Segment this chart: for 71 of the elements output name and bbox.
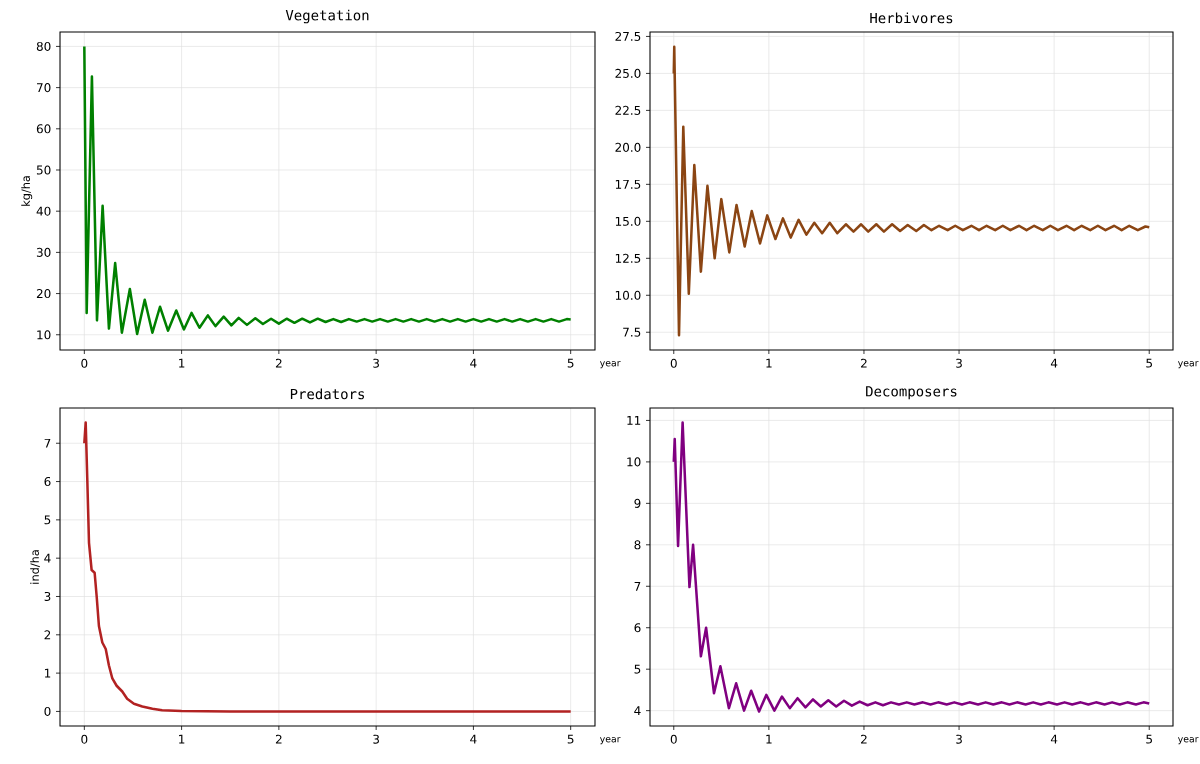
x-tick-label: 3 [373, 734, 379, 744]
line-series [672, 421, 1151, 713]
y-tick-label: 0 [44, 706, 51, 716]
y-tick-label: 40 [36, 206, 51, 216]
y-tick-label: 20.0 [615, 142, 641, 152]
x-axis-title: year [599, 737, 621, 745]
y-axis-title: kg/ha [21, 176, 33, 206]
x-tick-label: 4 [470, 734, 477, 744]
x-tick-label: 4 [1050, 734, 1058, 744]
y-tick-label: 6 [634, 623, 641, 633]
y-tick-label: 2 [44, 630, 51, 640]
x-axis-title: year [1177, 361, 1199, 369]
chart-title: Decomposers [866, 386, 957, 400]
y-tick-label: 80 [36, 41, 51, 51]
y-tick-label: 50 [36, 165, 51, 175]
y-tick-label: 10 [627, 457, 641, 467]
y-tick-label: 11 [627, 416, 641, 425]
x-axis-title: year [1177, 737, 1199, 745]
chart-title: Predators [290, 388, 365, 400]
y-tick-label: 5 [634, 664, 641, 674]
x-tick-label: 1 [179, 734, 185, 744]
line-series [83, 45, 572, 336]
x-tick-label: 3 [956, 358, 962, 368]
y-tick-label: 4 [634, 706, 641, 716]
y-tick-label: 15.0 [615, 216, 641, 226]
x-tick-label: 2 [861, 358, 867, 368]
x-tick-label: 2 [861, 734, 867, 744]
y-tick-label: 3 [44, 591, 51, 602]
y-tick-label: 7 [44, 438, 51, 448]
y-tick-label: 7.5 [623, 327, 641, 337]
y-tick-label: 5 [44, 515, 51, 525]
y-tick-label: 8 [634, 540, 641, 550]
y-tick-label: 20 [36, 289, 51, 299]
x-tick-label: 1 [766, 734, 772, 744]
y-tick-label: 6 [44, 477, 51, 487]
y-tick-label: 27.5 [615, 31, 641, 41]
y-axis-title: ind/ha [30, 550, 40, 584]
y-tick-label: 17.5 [615, 179, 641, 189]
y-tick-label: 30 [36, 247, 51, 257]
x-tick-label: 0 [81, 734, 88, 744]
x-tick-label: 0 [670, 358, 677, 368]
x-tick-label: 0 [670, 734, 677, 744]
x-tick-label: 3 [373, 358, 379, 368]
y-tick-label: 7 [634, 581, 641, 591]
x-tick-label: 5 [1146, 734, 1152, 744]
x-tick-label: 1 [766, 358, 772, 368]
x-tick-label: 4 [1050, 358, 1058, 368]
x-axis-title: year [599, 361, 621, 369]
x-tick-label: 5 [567, 358, 574, 368]
y-tick-label: 12.5 [615, 253, 641, 263]
x-tick-label: 2 [275, 734, 282, 744]
y-tick-label: 70 [37, 83, 51, 93]
y-tick-label: 1 [44, 668, 51, 678]
x-tick-label: 1 [179, 358, 185, 368]
x-tick-label: 5 [1146, 358, 1152, 368]
chart-title: Vegetation [285, 9, 369, 24]
x-tick-label: 4 [470, 358, 477, 368]
chart-title: Herbivores [870, 12, 953, 24]
y-tick-label: 60 [36, 124, 51, 134]
y-tick-label: 25.0 [615, 68, 641, 78]
y-tick-label: 4 [44, 553, 51, 563]
y-tick-label: 10 [37, 330, 51, 340]
x-tick-label: 2 [275, 358, 282, 368]
y-tick-label: 22.5 [615, 105, 641, 115]
line-series [83, 421, 572, 713]
x-tick-label: 5 [567, 734, 574, 744]
line-series [672, 45, 1151, 337]
x-tick-label: 3 [956, 734, 962, 744]
y-tick-label: 9 [634, 498, 641, 508]
y-tick-label: 10.0 [615, 290, 641, 300]
x-tick-label: 0 [81, 358, 88, 368]
